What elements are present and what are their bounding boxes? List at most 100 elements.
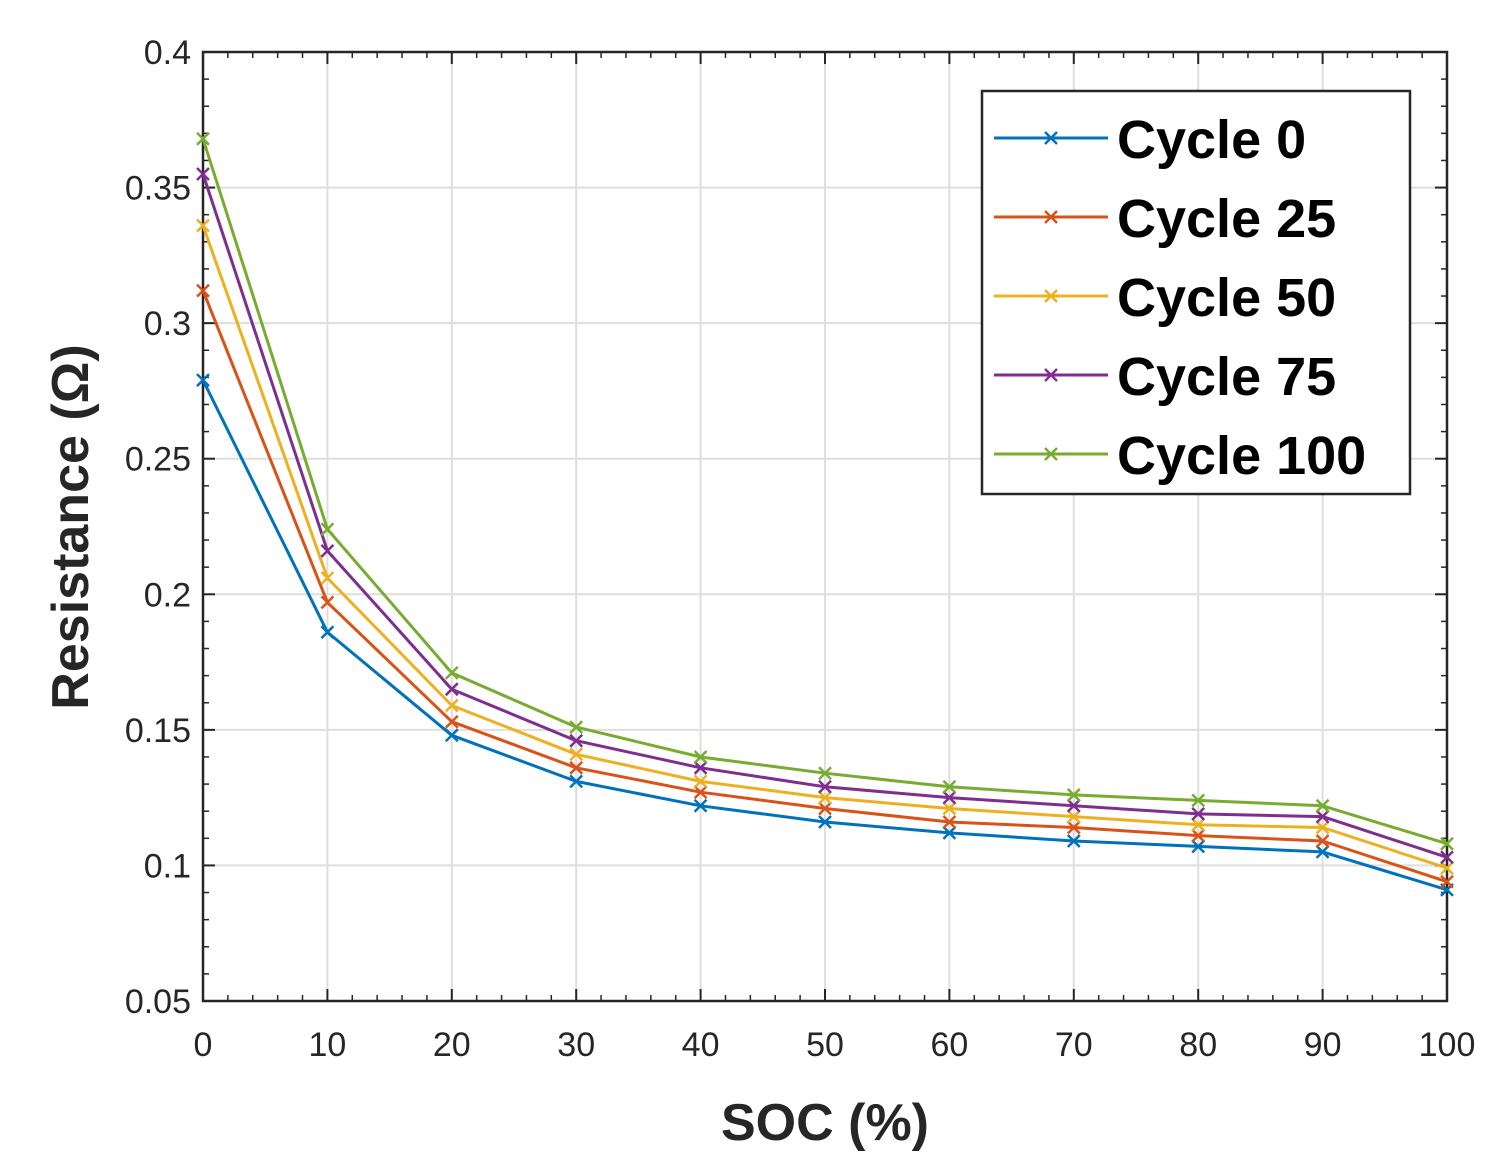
data-point (569, 747, 584, 762)
legend-label: Cycle 75 (1117, 347, 1336, 407)
data-point (569, 774, 584, 789)
marker-stroke (569, 747, 584, 762)
marker-stroke (444, 714, 459, 729)
marker-stroke (693, 750, 708, 764)
data-point (818, 815, 832, 829)
x-tick-label: 70 (1055, 1026, 1093, 1064)
legend-marker (1044, 447, 1058, 461)
marker-stroke (693, 785, 708, 800)
marker-stroke (818, 790, 832, 805)
legend-label: Cycle 0 (1117, 110, 1306, 170)
marker-stroke (1191, 839, 1206, 854)
marker-stroke (1191, 817, 1206, 832)
data-point (1066, 788, 1081, 802)
marker-stroke (569, 760, 584, 775)
legend-marker (1044, 131, 1058, 145)
data-point (1315, 809, 1330, 824)
data-point (1440, 874, 1454, 889)
marker-stroke (1440, 861, 1454, 876)
marker-stroke (444, 728, 459, 743)
x-tick-label: 40 (682, 1026, 720, 1064)
marker-stroke (1044, 210, 1058, 224)
data-point (1066, 798, 1081, 813)
y-tick-label: 0.1 (144, 847, 191, 885)
x-tick-label: 80 (1179, 1026, 1217, 1064)
marker-stroke (444, 682, 459, 697)
data-point (818, 801, 832, 816)
y-tick-label: 0.25 (125, 441, 191, 479)
data-point (569, 720, 584, 735)
data-point (693, 774, 708, 789)
y-tick-label: 0.35 (125, 170, 191, 208)
series-group (196, 131, 1454, 897)
data-point (444, 714, 459, 729)
marker-stroke (1066, 798, 1081, 813)
marker-stroke (196, 167, 210, 181)
data-point (1066, 820, 1081, 835)
data-point (196, 131, 210, 146)
data-point (1191, 817, 1206, 832)
data-point (196, 283, 210, 298)
data-point (942, 779, 957, 794)
data-point (693, 750, 708, 764)
legend-label: Cycle 50 (1117, 268, 1336, 328)
marker-stroke (569, 733, 584, 748)
data-point (942, 801, 957, 816)
data-point (444, 698, 459, 713)
marker-stroke (942, 815, 957, 829)
marker-stroke (196, 131, 210, 146)
data-point (1440, 836, 1454, 851)
marker-stroke (1315, 798, 1330, 813)
x-tick-label: 60 (930, 1026, 968, 1064)
legend-item: Cycle 25 (994, 189, 1336, 249)
marker-stroke (1315, 809, 1330, 824)
series-cycle-50 (196, 218, 1454, 876)
data-point (1315, 844, 1330, 859)
marker-stroke (569, 720, 584, 735)
marker-stroke (942, 779, 957, 794)
marker-stroke (1315, 844, 1330, 859)
marker-stroke (1066, 809, 1081, 824)
marker-stroke (320, 625, 335, 640)
data-point (320, 522, 335, 537)
data-point (1191, 793, 1206, 808)
data-point (1066, 834, 1081, 848)
data-point (1191, 839, 1206, 854)
marker-stroke (818, 779, 832, 794)
data-point (196, 218, 210, 233)
marker-stroke (1440, 836, 1454, 851)
y-tick-label: 0.3 (144, 305, 191, 343)
data-point (818, 779, 832, 794)
data-point (320, 625, 335, 640)
marker-stroke (693, 798, 708, 813)
marker-stroke (320, 595, 335, 610)
legend-marker (1044, 368, 1058, 382)
legend-item: Cycle 100 (994, 426, 1366, 486)
data-point (1440, 850, 1454, 865)
series-cycle-25 (196, 283, 1454, 889)
data-point (818, 790, 832, 805)
marker-stroke (818, 815, 832, 829)
data-point (569, 760, 584, 775)
data-point (942, 790, 957, 805)
x-tick-label: 50 (806, 1026, 844, 1064)
data-point (569, 733, 584, 748)
marker-stroke (693, 760, 708, 775)
data-point (320, 595, 335, 610)
marker-stroke (1191, 793, 1206, 808)
marker-stroke (1044, 447, 1058, 461)
marker-stroke (1440, 874, 1454, 889)
data-point (196, 373, 210, 387)
marker-stroke (1044, 131, 1058, 145)
marker-stroke (942, 801, 957, 816)
data-point (320, 571, 335, 585)
data-point (444, 728, 459, 743)
data-point (693, 798, 708, 813)
legend-item: Cycle 75 (994, 347, 1336, 407)
marker-stroke (818, 801, 832, 816)
legend: Cycle 0 Cycle 25 Cycle 50 Cycle 75 Cycle 100 (980, 89, 1412, 496)
data-point (1191, 807, 1206, 821)
data-point (942, 826, 957, 840)
